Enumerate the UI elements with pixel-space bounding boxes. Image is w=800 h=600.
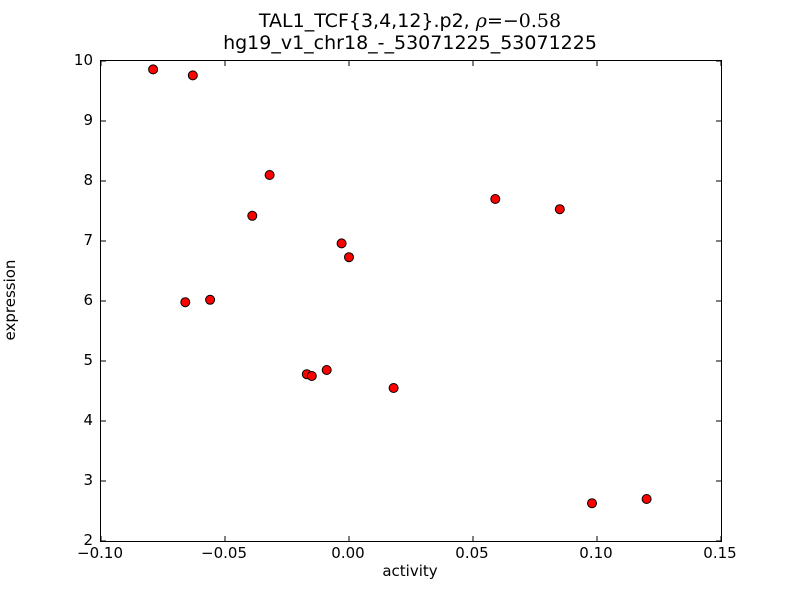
y-tick-label: 10 [73, 51, 93, 69]
x-tick-label: 0.00 [331, 544, 365, 562]
data-point [587, 498, 597, 509]
data-point [180, 297, 191, 308]
y-tick-label: 4 [83, 411, 93, 429]
x-tick-label: 0.10 [579, 544, 613, 562]
y-tick-label: 7 [83, 231, 93, 249]
y-tick-label: 3 [83, 471, 93, 489]
data-point [187, 70, 198, 81]
x-axis-label: activity [382, 562, 438, 580]
chart-title-text: TAL1_TCF{3,4,12}.p2, [258, 10, 476, 32]
y-tick-label: 9 [83, 111, 93, 129]
y-axis-label: expression [1, 259, 19, 341]
data-point [321, 365, 332, 375]
data-point [264, 170, 275, 180]
x-tick-label: −0.10 [77, 544, 123, 562]
data-point [205, 294, 216, 305]
data-point [490, 194, 501, 204]
rho-symbol: ρ [475, 10, 487, 32]
chart-title-line1: TAL1_TCF{3,4,12}.p2, ρ=−0.58 [100, 10, 720, 32]
y-tick-label: 2 [83, 531, 93, 549]
data-point [306, 371, 317, 381]
data-point [247, 210, 258, 221]
x-tick-label: 0.15 [703, 544, 737, 562]
y-tick-label: 6 [83, 291, 93, 309]
data-point [148, 64, 159, 75]
data-point [388, 383, 399, 393]
plot-area [100, 60, 722, 542]
x-tick-label: 0.05 [455, 544, 489, 562]
chart-title-line2: hg19_v1_chr18_-_53071225_53071225 [223, 32, 597, 54]
x-tick-label: −0.05 [201, 544, 247, 562]
y-tick-label: 8 [83, 171, 93, 189]
rho-value: =−0.58 [486, 10, 562, 32]
data-point [336, 238, 347, 249]
chart-title: TAL1_TCF{3,4,12}.p2, ρ=−0.58 hg19_v1_chr… [100, 10, 720, 54]
data-point [641, 494, 652, 504]
data-point [344, 252, 354, 263]
scatter-canvas [101, 61, 721, 541]
data-point [554, 204, 565, 215]
y-tick-label: 5 [83, 351, 93, 369]
